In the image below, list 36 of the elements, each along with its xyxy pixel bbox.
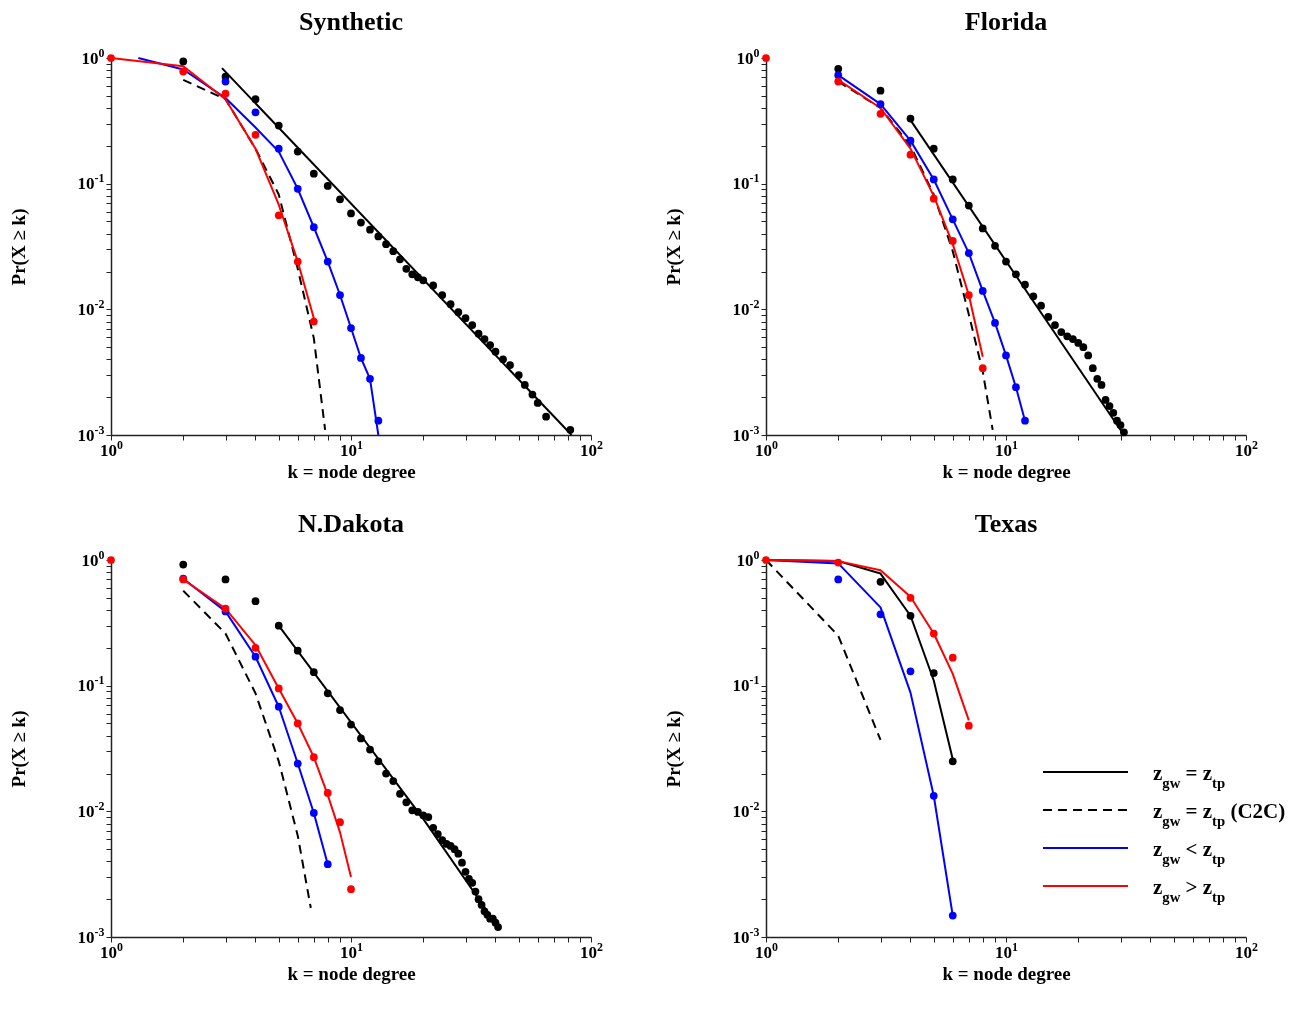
x-axis-title: k = node degree [287,460,416,482]
x-tick-label: 10$^{2}$ [580,437,604,460]
y-axis-title: Pr(X ≥ k) [663,710,686,788]
x-tick-label: 10$^{1}$ [995,437,1019,460]
legend-label: z$_{gw}$ = z$_{tp}$ [1153,761,1226,791]
y-axis-title: Pr(X ≥ k) [8,710,31,788]
y-tick-label: 10$^{-1}$ [77,171,105,194]
y-tick-label: 10$^{-1}$ [732,171,760,194]
y-tick-label: 10$^{-2}$ [77,798,105,821]
y-axis-title: Pr(X ≥ k) [8,208,31,286]
chart-title: Texas [974,509,1038,538]
legend-label: z$_{gw}$ > z$_{tp}$ [1153,875,1226,905]
y-tick-label: 10$^{-2}$ [732,296,760,319]
y-tick-label: 10$^{0}$ [81,45,105,68]
y-axis-title: Pr(X ≥ k) [663,208,686,286]
y-tick-label: 10$^{0}$ [736,547,760,570]
chart-title: Synthetic [299,7,403,36]
x-tick-label: 10$^{2}$ [580,939,604,962]
y-tick-label: 10$^{-2}$ [732,798,760,821]
x-axis-title: k = node degree [287,962,416,984]
x-tick-label: 10$^{1}$ [995,939,1019,962]
x-tick-label: 10$^{1}$ [340,939,364,962]
y-tick-label: 10$^{0}$ [81,547,105,570]
y-tick-label: 10$^{-1}$ [732,673,760,696]
legend-label: z$_{gw}$ < z$_{tp}$ [1153,837,1226,867]
y-tick-label: 10$^{-1}$ [77,673,105,696]
legend-label: z$_{gw}$ = z$_{tp}$ (C2C) [1153,799,1286,829]
x-tick-label: 10$^{2}$ [1235,437,1259,460]
y-tick-label: 10$^{0}$ [736,45,760,68]
x-tick-label: 10$^{2}$ [1235,939,1259,962]
chart-title: N.Dakota [297,509,405,538]
chart-title: Florida [964,7,1048,36]
x-tick-label: 10$^{1}$ [340,437,364,460]
x-axis-title: k = node degree [942,962,1071,984]
y-tick-label: 10$^{-2}$ [77,296,105,319]
x-axis-title: k = node degree [942,460,1071,482]
